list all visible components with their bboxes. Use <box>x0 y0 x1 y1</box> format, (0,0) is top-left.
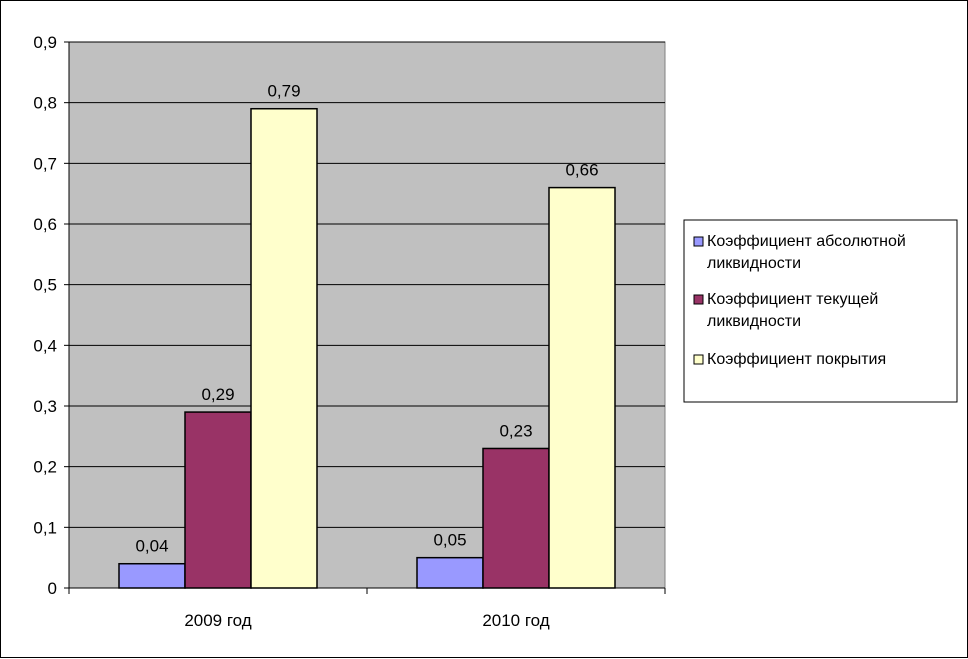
y-tick-label: 0,1 <box>33 518 57 537</box>
legend-entry-label: Коэффициент покрытия <box>707 351 886 368</box>
y-tick-label: 0,6 <box>33 215 57 234</box>
legend-entry-label: ликвидности <box>707 255 801 272</box>
y-tick-label: 0,7 <box>33 154 57 173</box>
bars <box>118 107 616 589</box>
y-tick-label: 0 <box>48 579 57 598</box>
legend-swatch <box>693 294 704 305</box>
data-label: 0,05 <box>433 531 466 550</box>
data-label: 0,66 <box>565 161 598 180</box>
y-tick-label: 0,3 <box>33 397 57 416</box>
y-tick-label: 0,2 <box>33 458 57 477</box>
legend-entry-label: Коэффициент абсолютной <box>707 233 906 250</box>
x-tick-label: 2010 год <box>482 611 549 630</box>
legend-swatch <box>693 354 704 365</box>
legend: Коэффициент абсолютной ликвидности Коэффиц… <box>683 219 958 403</box>
y-tick-label: 0,8 <box>33 94 57 113</box>
y-tick-label: 0,9 <box>33 33 57 52</box>
legend-entry-label: ликвидности <box>707 313 801 330</box>
bar <box>416 556 484 589</box>
data-label: 0,29 <box>201 385 234 404</box>
data-label: 0,79 <box>267 82 300 101</box>
x-tick-label: 2009 год <box>184 611 251 630</box>
bar <box>184 411 252 589</box>
y-tick-label: 0,4 <box>33 336 57 355</box>
bar <box>482 447 550 589</box>
axes: 0 0,1 0,2 0,3 0,4 0,5 0,6 0,7 0,8 0,9 2009 год 2010… <box>33 33 666 630</box>
bar <box>548 186 616 589</box>
bar <box>250 107 318 589</box>
legend-box <box>683 219 958 403</box>
y-tick-label: 0,5 <box>33 276 57 295</box>
legend-swatch <box>693 236 704 247</box>
data-label: 0,04 <box>135 537 168 556</box>
data-label: 0,23 <box>499 421 532 440</box>
bar <box>118 562 186 589</box>
data-labels: 0,04 0,29 0,79 0,05 0,23 0,66 <box>135 82 598 556</box>
legend-entry-label: Коэффициент текущей <box>707 291 878 308</box>
